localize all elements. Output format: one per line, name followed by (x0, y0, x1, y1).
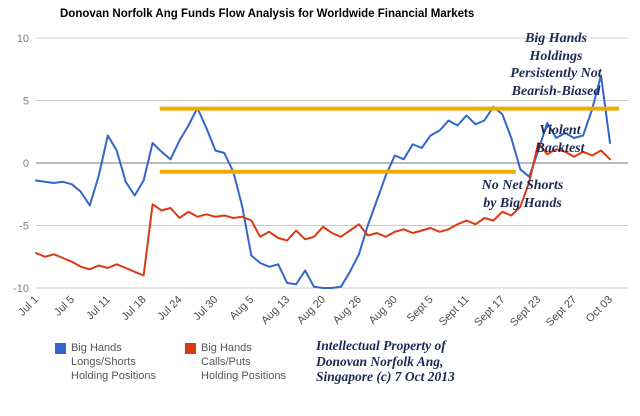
y-axis-tick-label: -10 (13, 283, 29, 295)
y-axis-tick-label: 10 (17, 33, 29, 45)
annotation-line: Holdings (529, 48, 583, 64)
annotation-line: No Net Shorts (481, 178, 564, 193)
annotation-line: by Big Hands (483, 195, 562, 211)
legend-label: Big Hands Calls/Puts Holding Positions (201, 341, 286, 383)
x-axis-tick-label: Sept 5 (405, 294, 436, 325)
annotation-big-hands-holdings: Big Hands Holdings Persistently Not Bear… (480, 30, 632, 100)
legend: Big Hands Longs/Shorts Holding Positions… (0, 338, 640, 408)
annotation-line: Violent (539, 123, 581, 138)
annotation-line: Backtest (535, 140, 585, 156)
legend-label-line: Holding Positions (201, 370, 286, 382)
copyright-notice: Intellectual Property of Donovan Norfolk… (316, 338, 455, 385)
legend-label-line: Longs/Shorts (71, 356, 136, 368)
x-axis-tick-label: Oct 03 (584, 294, 615, 325)
x-axis-tick-label: Sept 11 (437, 294, 472, 329)
series-line-red[interactable] (35, 142, 611, 277)
annotation-line: Bearish-Biased (511, 83, 601, 99)
legend-label-line: Big Hands (71, 342, 122, 354)
copyright-line: Donovan Norfolk Ang, (316, 353, 444, 369)
legend-swatch-blue (55, 343, 66, 354)
y-axis-tick-label: 0 (23, 158, 29, 170)
x-axis-tick-label: Aug 5 (228, 294, 257, 323)
x-axis-tick-label: Sept 23 (508, 294, 543, 329)
legend-item-longs-shorts: Big Hands Longs/Shorts Holding Positions (55, 341, 180, 389)
x-axis-tick-label: Jul 18 (120, 294, 149, 323)
y-axis-tick-label: -5 (19, 221, 29, 233)
x-axis-tick-label: Aug 26 (331, 294, 364, 327)
copyright-line: Intellectual Property of (316, 338, 446, 353)
x-axis-tick-label: Jul 30 (191, 294, 220, 323)
series-line-blue[interactable] (35, 74, 611, 289)
x-axis-tick-label: Jul 1 (16, 294, 41, 319)
legend-swatch-red (185, 343, 196, 354)
legend-item-calls-puts: Big Hands Calls/Puts Holding Positions (185, 341, 310, 389)
x-axis-tick-label: Jul 11 (84, 294, 113, 323)
annotation-violent-backtest: Violent Backtest (500, 122, 620, 157)
x-axis-tick-label: Jul 5 (52, 294, 77, 319)
x-axis-tick-label: Sept 27 (544, 294, 579, 329)
legend-label-line: Holding Positions (71, 370, 156, 382)
x-axis-tick-label: Aug 20 (295, 294, 328, 327)
annotation-line: Persistently Not (510, 66, 602, 81)
copyright-line: Singapore (c) 7 Oct 2013 (316, 369, 455, 384)
x-axis-tick-label: Jul 24 (155, 294, 184, 323)
legend-label-line: Calls/Puts (201, 356, 251, 368)
y-axis-tick-label: 5 (23, 96, 29, 108)
x-axis-tick-label: Aug 13 (259, 294, 292, 327)
x-axis-tick-label: Aug 30 (367, 294, 400, 327)
legend-label-line: Big Hands (201, 342, 252, 354)
x-axis-tick-label: Sept 17 (472, 294, 507, 329)
legend-label: Big Hands Longs/Shorts Holding Positions (71, 341, 156, 383)
annotation-no-net-shorts: No Net Shorts by Big Hands (450, 177, 595, 212)
annotation-line: Big Hands (525, 31, 587, 46)
chart-title: Donovan Norfolk Ang Funds Flow Analysis … (60, 8, 475, 20)
